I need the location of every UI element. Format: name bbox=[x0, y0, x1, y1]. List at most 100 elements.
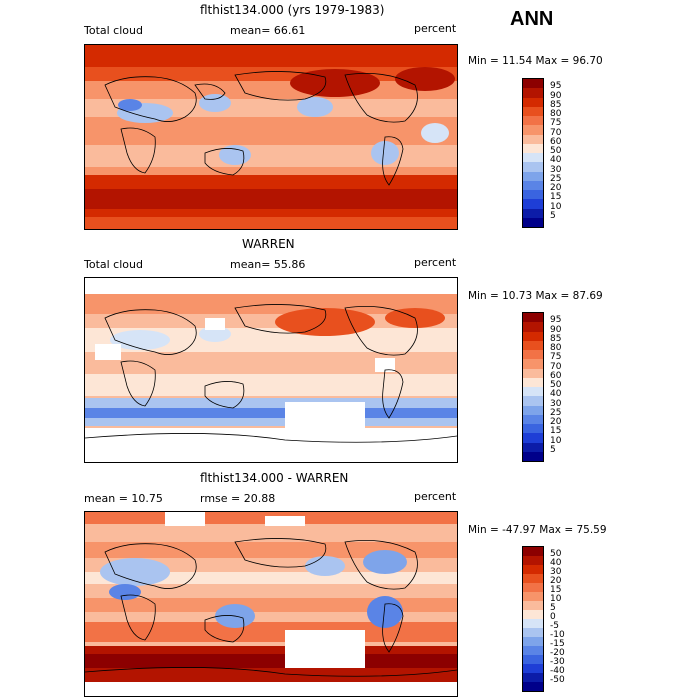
colorbar-level-label: 50 bbox=[550, 146, 562, 156]
panel-3-center-label: rmse = 20.88 bbox=[200, 492, 276, 505]
colorbar-level-label: 25 bbox=[550, 173, 562, 184]
colorbar-swatch bbox=[523, 217, 543, 227]
colorbar-swatch bbox=[523, 359, 543, 369]
colorbar-level-label: 70 bbox=[550, 361, 562, 372]
colorbar-level-label: -50 bbox=[550, 675, 565, 685]
colorbar-swatch bbox=[523, 556, 543, 565]
panel-2-minmax: Min = 10.73 Max = 87.69 bbox=[468, 290, 603, 302]
colorbar-swatch bbox=[523, 171, 543, 181]
colorbar-level-label: 90 bbox=[550, 324, 562, 335]
panel-1-center-label: mean= 66.61 bbox=[230, 24, 306, 37]
colorbar-level-label: 60 bbox=[550, 136, 562, 147]
colorbar-level-label: 75 bbox=[550, 352, 562, 363]
colorbar-swatch bbox=[523, 646, 543, 655]
colorbar-swatch bbox=[523, 88, 543, 98]
colorbar-swatch bbox=[523, 601, 543, 610]
colorbar-swatch bbox=[523, 405, 543, 415]
colorbar-swatch bbox=[523, 442, 543, 452]
colorbar-swatch bbox=[523, 583, 543, 592]
colorbar-swatch bbox=[523, 547, 543, 556]
colorbar-level-label: 50 bbox=[550, 380, 562, 390]
panel-1-left-label: Total cloud bbox=[84, 24, 143, 37]
colorbar-level-label: 5 bbox=[550, 444, 556, 455]
colorbar-swatch bbox=[523, 565, 543, 574]
colorbar-swatch bbox=[523, 655, 543, 664]
panel-3-colorbar-labels: 50 40 30 20 15 10 5 0 -5 -10 -15 -20 -30 -40 -50 bbox=[550, 546, 580, 690]
colorbar-swatch bbox=[523, 106, 543, 116]
colorbar-swatch bbox=[523, 190, 543, 200]
colorbar-level-label: -5 bbox=[550, 621, 559, 631]
colorbar-level-label: 30 bbox=[550, 567, 562, 577]
panel-3-title: flthist134.000 - WARREN bbox=[200, 471, 349, 485]
colorbar-level-label: 0 bbox=[550, 612, 556, 622]
colorbar-swatch bbox=[523, 153, 543, 163]
colorbar-level-label: 95 bbox=[550, 315, 562, 326]
colorbar-swatch bbox=[523, 673, 543, 682]
colorbar-level-label: 80 bbox=[550, 343, 562, 353]
panel-2-center-label: mean= 55.86 bbox=[230, 258, 306, 271]
panel-1-minmax: Min = 11.54 Max = 96.70 bbox=[468, 55, 603, 67]
colorbar-swatch bbox=[523, 180, 543, 190]
colorbar-level-label: 20 bbox=[550, 576, 562, 586]
panel-1-colorbar-labels: 95 90 85 80 75 70 60 50 40 30 25 20 15 10 5 bbox=[550, 78, 580, 226]
panel-1-right-label: percent bbox=[414, 22, 457, 35]
colorbar-swatch bbox=[523, 162, 543, 172]
colorbar-swatch bbox=[523, 79, 543, 89]
panel-3-minmax: Min = -47.97 Max = 75.59 bbox=[468, 524, 607, 536]
colorbar-swatch bbox=[523, 414, 543, 424]
colorbar-swatch bbox=[523, 451, 543, 461]
colorbar-level-label: 20 bbox=[550, 417, 562, 427]
panel-2-colorbar-labels: 95 90 85 80 75 70 60 50 40 30 25 20 15 10 5 bbox=[550, 312, 580, 460]
colorbar-level-label: 60 bbox=[550, 370, 562, 381]
panel-2-left-label: Total cloud bbox=[84, 258, 143, 271]
colorbar-swatch bbox=[523, 637, 543, 646]
colorbar-swatch bbox=[523, 208, 543, 218]
season-label: ANN bbox=[510, 8, 554, 30]
colorbar-swatch bbox=[523, 331, 543, 341]
colorbar-swatch bbox=[523, 125, 543, 135]
colorbar-swatch bbox=[523, 664, 543, 673]
colorbar-level-label: -10 bbox=[550, 630, 565, 640]
panel-2-colorbar bbox=[522, 312, 544, 462]
colorbar-level-label: 10 bbox=[550, 435, 562, 446]
colorbar-level-label: 70 bbox=[550, 127, 562, 138]
colorbar-swatch bbox=[523, 350, 543, 360]
panel-3-right-label: percent bbox=[414, 490, 457, 503]
colorbar-swatch bbox=[523, 134, 543, 144]
colorbar-swatch bbox=[523, 387, 543, 397]
colorbar-swatch bbox=[523, 340, 543, 350]
colorbar-swatch bbox=[523, 116, 543, 126]
panel-2-right-label: percent bbox=[414, 256, 457, 269]
colorbar-level-label: 75 bbox=[550, 118, 562, 129]
colorbar-level-label: 15 bbox=[550, 192, 562, 203]
colorbar-level-label: 95 bbox=[550, 81, 562, 92]
colorbar-swatch bbox=[523, 322, 543, 332]
colorbar-swatch bbox=[523, 619, 543, 628]
panel-3-map bbox=[84, 511, 458, 697]
panel-2-map bbox=[84, 277, 458, 463]
colorbar-level-label: 5 bbox=[550, 210, 556, 221]
panel-1-colorbar bbox=[522, 78, 544, 228]
colorbar-level-label: 80 bbox=[550, 109, 562, 119]
colorbar-level-label: -30 bbox=[550, 657, 565, 667]
colorbar-swatch bbox=[523, 592, 543, 601]
panel-1-title: flthist134.000 (yrs 1979-1983) bbox=[200, 3, 385, 17]
colorbar-level-label: 15 bbox=[550, 585, 562, 595]
colorbar-level-label: 30 bbox=[550, 164, 562, 175]
colorbar-swatch bbox=[523, 368, 543, 378]
colorbar-swatch bbox=[523, 143, 543, 153]
colorbar-level-label: 40 bbox=[550, 155, 562, 166]
colorbar-level-label: 85 bbox=[550, 99, 562, 110]
colorbar-level-label: 90 bbox=[550, 90, 562, 101]
colorbar-level-label: 85 bbox=[550, 333, 562, 344]
colorbar-level-label: 30 bbox=[550, 398, 562, 409]
colorbar-level-label: -20 bbox=[550, 648, 565, 658]
colorbar-level-label: 5 bbox=[550, 603, 556, 613]
panel-1-map bbox=[84, 44, 458, 230]
colorbar-swatch bbox=[523, 424, 543, 434]
colorbar-level-label: -15 bbox=[550, 639, 565, 649]
panel-2-title: WARREN bbox=[242, 237, 295, 251]
colorbar-level-label: -40 bbox=[550, 666, 565, 676]
colorbar-swatch bbox=[523, 199, 543, 209]
colorbar-swatch bbox=[523, 396, 543, 406]
